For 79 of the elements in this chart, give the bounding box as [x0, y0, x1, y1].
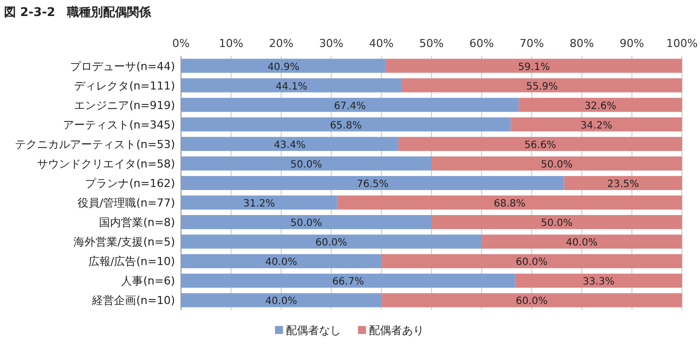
data-label: 60.0%	[516, 296, 548, 308]
text: 図 2-3-2 職種別配偶関係	[4, 5, 152, 19]
x-tick-label: 0%	[172, 37, 190, 50]
x-tick-label: 40%	[369, 37, 394, 50]
bar	[432, 215, 682, 230]
data-label: 40.0%	[265, 296, 298, 308]
bar	[181, 215, 432, 230]
y-tick-label: プロデューサ(n=44)	[70, 60, 175, 73]
bar	[181, 254, 382, 268]
data-label: 40.0%	[265, 257, 298, 268]
data-label: 43.4%	[274, 140, 306, 151]
y-tick-label: テクニカルアーティスト(n=53)	[15, 138, 175, 151]
y-tick-label: 国内営業(n=8)	[99, 216, 175, 230]
bar	[181, 78, 402, 92]
data-label: 33.3%	[582, 276, 614, 288]
data-label: 40.9%	[268, 62, 300, 73]
data-label: 50.0%	[540, 159, 573, 170]
y-tick-label: サウンドクリエイタ(n=58)	[37, 157, 175, 170]
bar	[518, 98, 682, 112]
x-tick-label: 60%	[469, 37, 494, 50]
x-tick-label: 100%	[666, 37, 698, 50]
bar	[181, 117, 511, 132]
bar	[181, 176, 564, 190]
data-label: 34.2%	[580, 120, 612, 132]
y-tick-label: 役員/管理職(n=77)	[78, 196, 175, 210]
data-label: 31.2%	[243, 198, 276, 210]
y-tick-label: 海外営業/支援(n=5)	[74, 236, 175, 249]
bar	[381, 293, 682, 308]
bar	[564, 176, 682, 190]
data-label: 65.8%	[330, 120, 362, 132]
y-tick-label: アーティスト(n=345)	[63, 118, 175, 132]
bar	[181, 274, 516, 288]
bar	[510, 117, 682, 132]
x-tick-label: 20%	[268, 37, 294, 50]
data-label: 67.4%	[334, 100, 366, 112]
x-tick-label: 80%	[570, 37, 594, 50]
bar	[398, 136, 682, 151]
y-tick-label: 広報/広告(n=10)	[88, 255, 175, 268]
data-label: 60.0%	[516, 257, 548, 268]
bar	[181, 98, 519, 112]
x-tick-label: 70%	[519, 37, 544, 50]
data-label: 56.6%	[524, 140, 556, 151]
data-label: 50.0%	[540, 218, 573, 230]
data-label: 59.1%	[518, 62, 550, 73]
bar	[515, 274, 682, 288]
bar	[386, 58, 682, 73]
y-tick-label: ディレクタ(n=111)	[74, 79, 175, 92]
bar	[181, 234, 482, 249]
legend-label: 配偶者あり	[369, 324, 424, 337]
data-label: 40.0%	[566, 238, 598, 249]
legend-label: 配偶者なし	[286, 324, 341, 337]
x-tick-label: 90%	[620, 37, 644, 50]
bar	[402, 78, 682, 92]
data-label: 32.6%	[584, 100, 616, 112]
bar	[482, 234, 682, 249]
y-tick-label: 経営企画(n=10)	[91, 294, 175, 308]
x-tick-label: 30%	[319, 37, 344, 50]
y-tick-label: プランナ(n=162)	[85, 177, 175, 190]
bar	[337, 196, 682, 210]
data-label: 50.0%	[290, 218, 322, 230]
x-tick-label: 50%	[419, 37, 444, 50]
bar	[432, 156, 682, 170]
data-label: 55.9%	[526, 81, 558, 92]
y-tick-label: 人事(n=6)	[121, 274, 175, 288]
y-tick-label: エンジニア(n=919)	[74, 98, 175, 112]
data-label: 44.1%	[276, 81, 308, 92]
data-label: 60.0%	[315, 238, 348, 249]
data-label: 66.7%	[332, 276, 364, 288]
data-label: 76.5%	[356, 179, 389, 190]
data-label: 68.8%	[494, 198, 526, 210]
bar	[181, 293, 382, 308]
bar	[181, 156, 432, 170]
data-label: 23.5%	[607, 179, 640, 190]
x-tick-label: 10%	[218, 37, 244, 50]
bar	[181, 196, 338, 210]
bar	[181, 136, 398, 151]
bar	[381, 254, 682, 268]
bar	[181, 58, 386, 73]
data-label: 50.0%	[290, 159, 322, 170]
